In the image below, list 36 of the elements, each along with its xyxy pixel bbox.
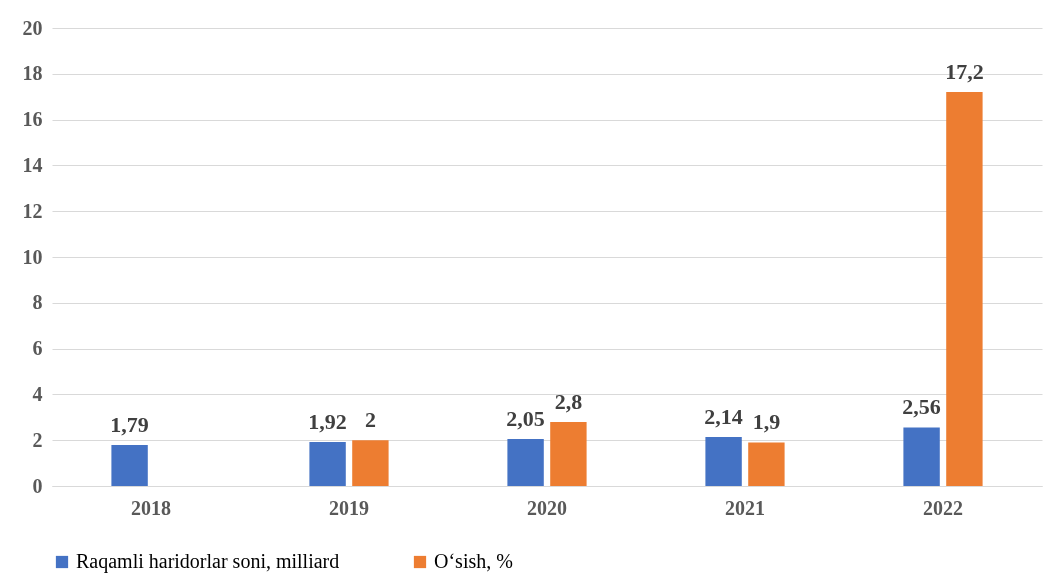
data-label: 2,8 <box>554 388 583 414</box>
y-tick-label: 20 <box>22 16 43 39</box>
data-label: 17,2 <box>945 59 984 85</box>
data-label: 1,79 <box>110 412 149 438</box>
y-tick-label: 8 <box>32 291 43 314</box>
bar <box>550 421 587 486</box>
bar <box>507 439 544 486</box>
x-tick-label: 2022 <box>923 496 963 519</box>
data-label: 1,92 <box>308 409 347 435</box>
legend-label: Raqamli haridorlar soni, milliard <box>76 550 340 573</box>
bar <box>705 436 742 486</box>
data-label: 2 <box>364 407 376 433</box>
bar <box>352 440 389 486</box>
bar <box>903 427 940 486</box>
x-tick-label: 2021 <box>725 496 765 519</box>
y-tick-label: 18 <box>22 62 43 85</box>
data-label: 2,14 <box>704 403 743 429</box>
data-label: 2,56 <box>902 394 941 420</box>
bar <box>748 442 785 486</box>
y-tick-label: 14 <box>22 153 43 176</box>
bar <box>946 92 983 486</box>
y-tick-label: 4 <box>32 382 43 405</box>
y-tick-label: 10 <box>22 245 43 268</box>
bar <box>309 442 346 486</box>
y-tick-label: 0 <box>32 474 43 497</box>
bar <box>111 445 148 486</box>
data-label: 1,9 <box>752 409 781 435</box>
y-tick-label: 2 <box>32 428 43 451</box>
x-tick-label: 2019 <box>329 496 369 519</box>
y-tick-label: 12 <box>22 199 43 222</box>
x-tick-label: 2018 <box>131 496 171 519</box>
y-tick-label: 6 <box>32 337 43 360</box>
y-tick-label: 16 <box>22 108 43 131</box>
legend-label: O‘sish, % <box>434 550 513 572</box>
data-label: 2,05 <box>506 406 545 432</box>
x-tick-label: 2020 <box>527 496 567 519</box>
